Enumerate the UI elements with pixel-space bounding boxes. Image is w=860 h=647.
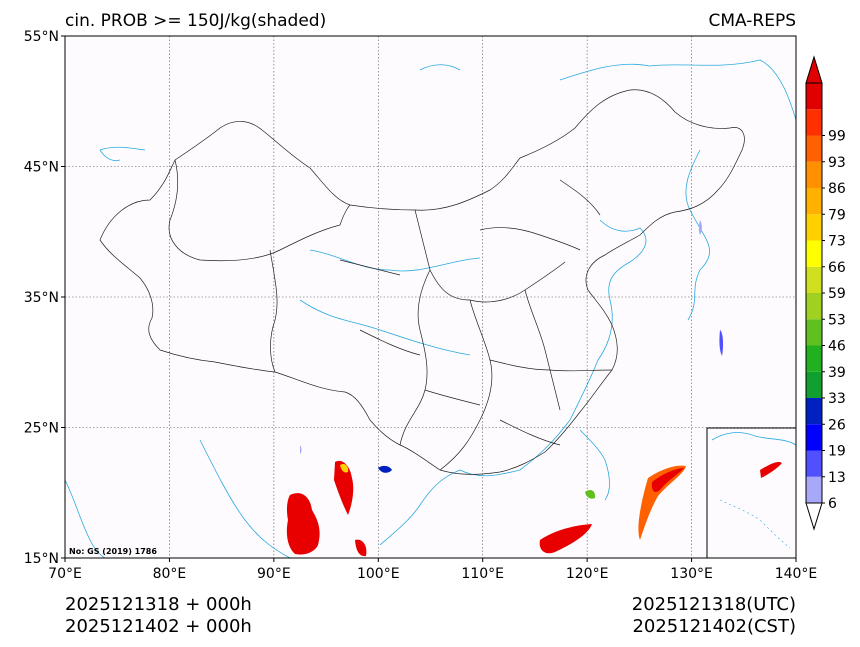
colorbar-label: 79 <box>828 207 846 223</box>
colorbar-segment <box>806 135 822 162</box>
model-name: CMA-REPS <box>708 11 796 31</box>
colorbar-label: 93 <box>828 155 846 171</box>
colorbar-segment <box>806 240 822 267</box>
colorbar-label: 53 <box>828 312 846 328</box>
colorbar-segment <box>806 214 822 241</box>
colorbar-label: 86 <box>828 181 846 197</box>
lon-tick-label: 90°E <box>257 566 291 582</box>
map-title: cin. PROB >= 150J/kg(shaded) <box>65 11 326 31</box>
colorbar-label: 59 <box>828 286 846 302</box>
colorbar-label: 66 <box>828 260 846 276</box>
lon-tick-label: 140°E <box>775 566 818 582</box>
coastlines <box>64 59 797 559</box>
lon-tick-label: 80°E <box>153 566 187 582</box>
lat-tick-label: 45°N <box>24 160 59 176</box>
lon-tick-label: 70°E <box>48 566 82 582</box>
colorbar-segment <box>806 319 822 346</box>
lat-tick-label: 25°N <box>24 421 59 437</box>
colorbar: 6 13 19 26 33 39 46 53 59 66 73 79 86 93 99 <box>805 55 846 531</box>
colorbar-label: 26 <box>828 417 846 433</box>
colorbar-min-arrow <box>805 502 823 531</box>
init-time-line1: 2025121318 + 000h <box>65 594 252 615</box>
colorbar-segment <box>806 398 822 425</box>
lon-tick-label: 110°E <box>461 566 504 582</box>
lat-tick-label: 55°N <box>24 29 59 45</box>
lat-tick-label: 35°N <box>24 290 59 306</box>
colorbar-max-arrow <box>805 55 823 84</box>
map-area: No: GS (2019) 1786 <box>64 35 797 559</box>
colorbar-segment <box>806 293 822 320</box>
colorbar-label: 39 <box>828 365 846 381</box>
colorbar-label: 13 <box>828 470 846 486</box>
borders <box>99 89 745 475</box>
colorbar-label: 46 <box>828 339 846 355</box>
colorbar-segment <box>806 424 822 451</box>
colorbar-segment <box>806 450 822 477</box>
south-china-sea-inset <box>706 427 797 559</box>
colorbar-label: 19 <box>828 444 846 460</box>
colorbar-segment <box>806 266 822 293</box>
init-time-line2: 2025121402 + 000h <box>65 616 252 637</box>
colorbar-segment <box>806 476 822 503</box>
colorbar-segment <box>806 109 822 136</box>
colorbar-segment <box>806 345 822 372</box>
colorbar-label: 6 <box>828 496 837 512</box>
colorbar-label: 73 <box>828 234 846 250</box>
lon-tick-label: 130°E <box>670 566 713 582</box>
lon-tick-label: 100°E <box>357 566 400 582</box>
utc-time: 2025121318(UTC) <box>632 594 796 615</box>
colorbar-segment <box>806 161 822 188</box>
cst-time: 2025121402(CST) <box>632 616 796 637</box>
colorbar-segment <box>806 83 822 110</box>
colorbar-label: 33 <box>828 391 846 407</box>
lat-tick-label: 15°N <box>24 551 59 567</box>
longitude-labels: 70°E 80°E 90°E 100°E 110°E 120°E 130°E 140°E <box>48 558 817 582</box>
colorbar-label: 99 <box>828 129 846 145</box>
gridlines <box>65 36 796 558</box>
latitude-labels: 55°N 45°N 35°N 25°N 15°N <box>24 29 65 567</box>
colorbar-segment <box>806 188 822 215</box>
lon-tick-label: 120°E <box>566 566 609 582</box>
colorbar-segment <box>806 371 822 398</box>
review-number: No: GS (2019) 1786 <box>69 547 157 556</box>
